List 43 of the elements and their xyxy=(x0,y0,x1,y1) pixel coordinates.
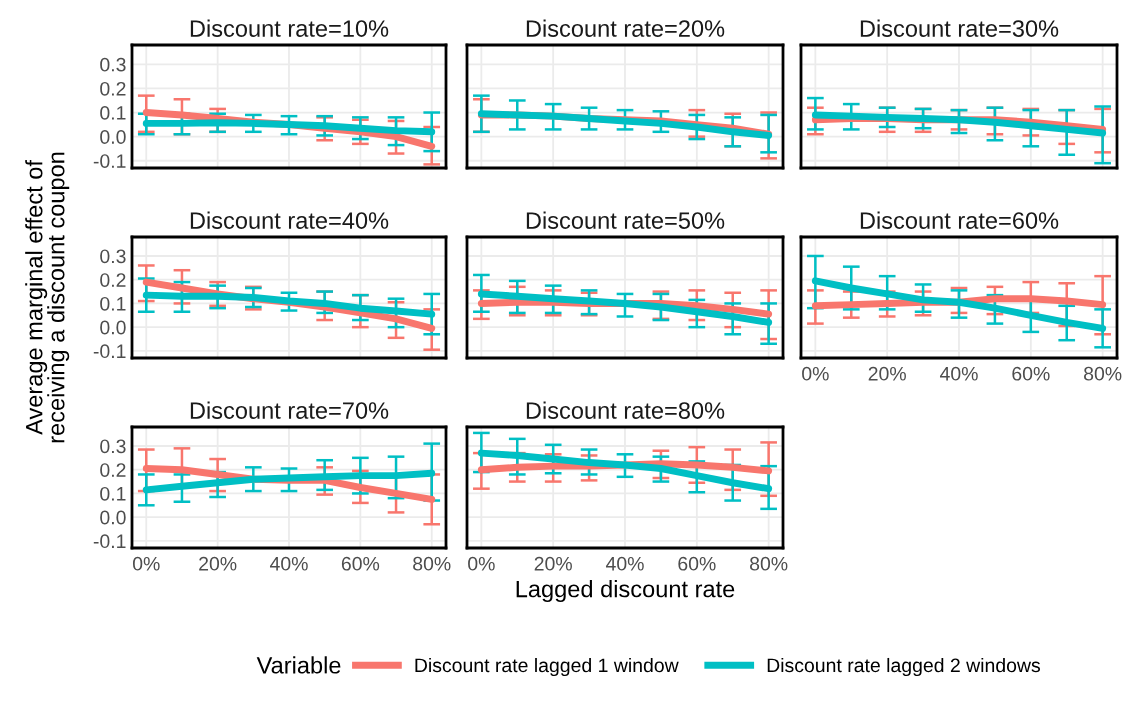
y-tick-label: -0.1 xyxy=(93,534,126,549)
legend-label: Discount rate lagged 1 window xyxy=(415,657,679,677)
x-axis-title: Lagged discount rate xyxy=(516,580,735,603)
y-tick-label: 0.3 xyxy=(100,439,126,454)
y-axis-title: Average marginal effect of receiving a discount coupon xyxy=(25,152,70,443)
y-tick-label: 0.0 xyxy=(100,510,126,525)
legend-label: Discount rate lagged 2 windows xyxy=(767,657,1041,677)
y-tick-label: -0.1 xyxy=(93,344,126,359)
chart-title: Discount rate=80% xyxy=(526,401,725,419)
y-tick-label: 0.2 xyxy=(100,463,126,477)
chart-title: Discount rate=10% xyxy=(190,19,389,37)
legend-title: Variable xyxy=(256,656,341,674)
y-tick-label: 0.0 xyxy=(100,130,126,144)
x-tick-label: 0% xyxy=(468,556,495,571)
chart-title: Discount rate=50% xyxy=(526,211,725,229)
y-tick-label: 0.2 xyxy=(100,273,126,287)
y-tick-label: -0.1 xyxy=(93,154,126,168)
y-tick-label: 0.3 xyxy=(100,57,126,72)
x-tick-label: 20% xyxy=(534,556,572,571)
x-tick-label: 0% xyxy=(132,556,160,571)
chart-title: Discount rate=20% xyxy=(526,19,725,37)
chart-title: Discount rate=70% xyxy=(190,401,389,419)
chart-title: Discount rate=60% xyxy=(860,211,1059,229)
chart-title: Discount rate=30% xyxy=(860,19,1059,37)
y-tick-label: 0.0 xyxy=(100,320,126,335)
x-tick-label: 60% xyxy=(341,556,380,571)
x-tick-label: 60% xyxy=(1012,366,1050,381)
y-tick-label: 0.1 xyxy=(100,106,126,120)
x-tick-label: 80% xyxy=(750,556,788,571)
x-tick-label: 40% xyxy=(605,556,644,571)
chart-title: Discount rate=40% xyxy=(190,211,389,229)
x-tick-label: 80% xyxy=(1084,366,1122,381)
y-tick-label: 0.1 xyxy=(100,296,126,311)
x-tick-label: 80% xyxy=(413,556,451,571)
x-tick-label: 20% xyxy=(868,366,906,381)
x-tick-label: 60% xyxy=(678,556,716,571)
x-tick-label: 20% xyxy=(199,556,237,571)
x-tick-label: 40% xyxy=(939,366,978,381)
y-tick-label: 0.3 xyxy=(100,249,126,264)
x-tick-label: 40% xyxy=(269,556,308,571)
x-tick-label: 0% xyxy=(802,366,829,381)
y-tick-label: 0.2 xyxy=(100,81,126,96)
y-tick-label: 0.1 xyxy=(100,486,126,501)
